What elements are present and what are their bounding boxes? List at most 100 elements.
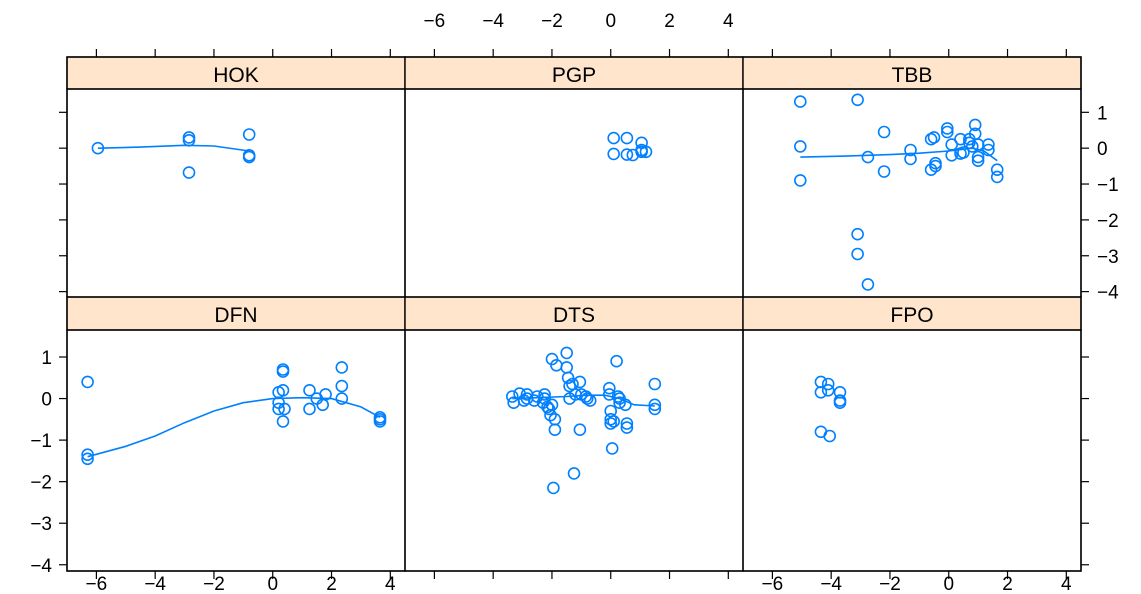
point-hok-0 (91, 141, 105, 155)
x-tick-label-top-1-0: −6 (424, 11, 446, 32)
x-tick-label-top-1-3: 0 (605, 11, 616, 32)
point-tbb-7 (861, 278, 875, 291)
point-dts-32 (580, 392, 594, 405)
point-pgp-3 (620, 148, 634, 161)
point-dts-28 (573, 423, 587, 437)
y-tick-label-left-1: −3 (30, 514, 52, 535)
point-tbb-4 (851, 227, 864, 241)
point-tbb-6 (861, 150, 875, 164)
point-tbb-5 (851, 247, 864, 261)
panel-frame-fpo (742, 329, 1082, 572)
panel-frame-dts (404, 329, 744, 572)
data-layer (81, 93, 1004, 495)
point-hok-6 (242, 150, 256, 164)
x-tick-label-bottom-2-4: 2 (1002, 574, 1013, 594)
point-tbb-24 (962, 136, 976, 150)
point-dts-40 (607, 415, 621, 428)
point-dts-0 (505, 390, 519, 403)
point-tbb-20 (945, 149, 959, 162)
x-tick-label-bottom-0-1: −4 (144, 574, 166, 594)
point-tbb-28 (968, 118, 982, 132)
point-dts-23 (563, 379, 576, 393)
point-tbb-17 (940, 125, 954, 139)
x-tick-label-bottom-0-3: 0 (267, 574, 278, 594)
point-tbb-33 (982, 143, 995, 157)
point-hok-3 (182, 166, 196, 179)
point-dfn-12 (303, 402, 316, 416)
strip-layer: HOK PGP TBB DFN DTS FPO (66, 56, 1082, 331)
x-tick-label-top-1-4: 2 (664, 11, 675, 32)
point-dts-21 (560, 361, 574, 374)
point-dfn-2 (81, 452, 94, 466)
point-tbb-11 (904, 152, 917, 166)
point-tbb-34 (990, 163, 1004, 176)
panel-frame-dfn (66, 329, 406, 572)
strip-label-tbb: TBB (892, 64, 933, 87)
point-tbb-10 (904, 143, 917, 157)
point-dts-26 (567, 467, 581, 480)
strip-label-fpo: FPO (890, 304, 933, 327)
strip-label-dts: DTS (553, 304, 595, 327)
strip-fpo (742, 296, 1082, 331)
point-pgp-2 (620, 131, 634, 145)
x-tick-label-bottom-2-1: −4 (820, 574, 842, 594)
y-tick-label-right-3: −1 (1097, 175, 1119, 196)
point-tbb-1 (793, 140, 807, 153)
point-dts-48 (648, 377, 662, 391)
point-dts-34 (602, 381, 616, 395)
point-fpo-5 (823, 429, 837, 443)
point-dfn-8 (276, 383, 290, 397)
point-dts-14 (545, 398, 559, 412)
point-fpo-3 (821, 377, 835, 391)
point-dts-47 (620, 421, 634, 434)
point-dts-17 (548, 423, 562, 437)
point-dts-18 (547, 481, 560, 495)
point-dts-46 (620, 417, 634, 430)
x-tick-label-top-1-1: −4 (482, 11, 504, 32)
point-dts-45 (619, 398, 632, 412)
point-dts-44 (613, 396, 626, 410)
x-tick-label-bottom-0-5: 4 (385, 574, 396, 594)
point-tbb-35 (990, 170, 1004, 184)
axes-layer: −6 −4 −2 0 2 4 −6 −4 −2 0 2 4 −6 −4 −2 0 2 4 −4 −3 −2 −1 0 1 −4 −… (30, 11, 1119, 594)
point-dfn-0 (81, 375, 94, 389)
point-dts-50 (648, 402, 662, 416)
point-dfn-7 (276, 365, 290, 378)
x-tick-label-bottom-0-4: 2 (326, 574, 337, 594)
point-dts-9 (538, 388, 551, 401)
point-dts-37 (604, 412, 618, 426)
point-tbb-2 (793, 174, 807, 187)
point-dfn-5 (272, 402, 285, 416)
strip-pgp (404, 56, 744, 90)
y-tick-label-left-2: −2 (30, 473, 52, 494)
point-tbb-12 (924, 132, 938, 146)
point-tbb-30 (971, 150, 985, 164)
x-tick-label-bottom-2-2: −2 (879, 574, 901, 594)
point-pgp-0 (607, 131, 621, 145)
point-pgp-7 (635, 145, 648, 159)
point-fpo-8 (833, 396, 847, 410)
point-tbb-31 (971, 154, 985, 167)
point-dts-10 (538, 392, 551, 405)
point-dfn-1 (81, 448, 94, 462)
outer-frame (66, 56, 1082, 572)
point-tbb-16 (929, 156, 942, 170)
x-tick-label-top-1-5: 4 (723, 11, 734, 32)
strip-label-hok: HOK (213, 64, 259, 87)
point-pgp-8 (639, 145, 653, 159)
y-tick-label-right-5: 1 (1097, 103, 1108, 124)
point-dts-42 (611, 390, 625, 403)
point-dts-31 (579, 390, 593, 403)
point-dfn-14 (316, 398, 330, 412)
point-dfn-9 (276, 415, 290, 428)
point-dts-39 (605, 442, 619, 455)
x-tick-label-top-1-2: −2 (541, 11, 563, 32)
point-hok-2 (182, 134, 196, 147)
point-dfn-21 (373, 415, 387, 428)
y-tick-label-right-2: −2 (1097, 211, 1119, 232)
point-dfn-10 (278, 402, 291, 416)
y-tick-label-left-0: −4 (30, 556, 52, 577)
point-dfn-11 (303, 383, 316, 397)
y-tick-label-right-1: −3 (1097, 247, 1119, 268)
